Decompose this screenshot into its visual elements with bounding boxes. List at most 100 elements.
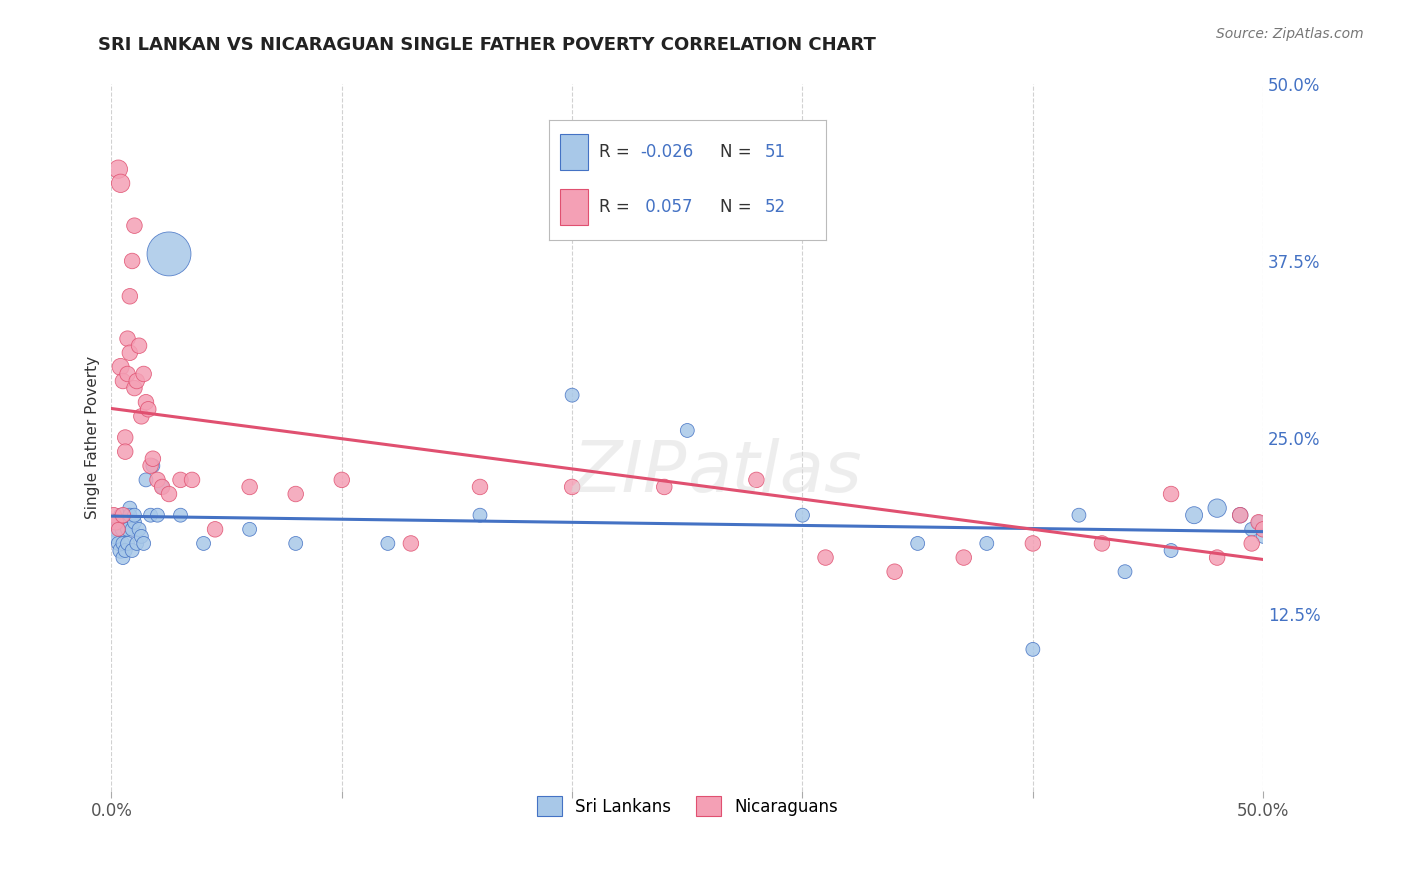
Point xyxy=(561,480,583,494)
Point xyxy=(169,473,191,487)
Point xyxy=(1182,508,1205,523)
Point xyxy=(157,247,180,261)
Point xyxy=(561,388,583,402)
Point xyxy=(107,522,129,536)
Point xyxy=(1160,487,1182,501)
Point xyxy=(103,515,125,529)
Legend: Sri Lankans, Nicaraguans: Sri Lankans, Nicaraguans xyxy=(529,788,846,824)
Point xyxy=(1022,536,1045,550)
Point xyxy=(1206,501,1229,516)
Point xyxy=(1114,565,1136,579)
Point xyxy=(139,508,162,523)
Point xyxy=(1264,536,1286,550)
Point xyxy=(399,536,422,550)
Point xyxy=(284,487,307,501)
Point xyxy=(111,508,134,523)
Point xyxy=(124,515,146,529)
Point xyxy=(118,345,141,359)
Y-axis label: Single Father Poverty: Single Father Poverty xyxy=(86,356,100,519)
Point xyxy=(124,508,146,523)
Point xyxy=(110,359,132,374)
Point xyxy=(157,487,180,501)
Point xyxy=(1229,508,1251,523)
Text: Source: ZipAtlas.com: Source: ZipAtlas.com xyxy=(1216,27,1364,41)
Point xyxy=(111,374,134,388)
Point xyxy=(330,473,353,487)
Point xyxy=(1240,536,1263,550)
Point xyxy=(468,508,491,523)
Point xyxy=(792,508,814,523)
Point xyxy=(1206,550,1229,565)
Point xyxy=(284,536,307,550)
Point xyxy=(111,550,134,565)
Point xyxy=(125,536,148,550)
Point xyxy=(125,374,148,388)
Point xyxy=(907,536,929,550)
Point xyxy=(103,508,125,523)
Point xyxy=(118,289,141,303)
Text: ZIP: ZIP xyxy=(572,438,688,508)
Point xyxy=(139,458,162,473)
Point xyxy=(110,176,132,190)
Point xyxy=(110,543,132,558)
Point xyxy=(676,424,699,438)
Point xyxy=(110,508,132,523)
Point xyxy=(377,536,399,550)
Point xyxy=(114,430,136,444)
Point xyxy=(1229,508,1251,523)
Point xyxy=(118,501,141,516)
Point xyxy=(1251,522,1274,536)
Point xyxy=(111,522,134,536)
Point xyxy=(131,529,153,543)
Point xyxy=(652,480,675,494)
Point xyxy=(193,536,215,550)
Point xyxy=(105,529,128,543)
Point xyxy=(121,522,143,536)
Point xyxy=(204,522,226,536)
Point xyxy=(1275,543,1298,558)
Point xyxy=(105,522,128,536)
Point xyxy=(883,565,905,579)
Point xyxy=(121,254,143,268)
Point xyxy=(745,473,768,487)
Text: SRI LANKAN VS NICARAGUAN SINGLE FATHER POVERTY CORRELATION CHART: SRI LANKAN VS NICARAGUAN SINGLE FATHER P… xyxy=(98,36,876,54)
Point xyxy=(124,381,146,395)
Point xyxy=(124,219,146,233)
Point xyxy=(114,444,136,458)
Point xyxy=(118,508,141,523)
Point xyxy=(1247,515,1270,529)
Point xyxy=(107,162,129,177)
Point xyxy=(142,458,165,473)
Point xyxy=(952,550,974,565)
Point xyxy=(131,409,153,424)
Text: atlas: atlas xyxy=(688,438,862,508)
Point xyxy=(181,473,204,487)
Point xyxy=(121,543,143,558)
Point xyxy=(1240,522,1263,536)
Point xyxy=(1022,642,1045,657)
Point xyxy=(128,339,150,353)
Point xyxy=(132,367,155,381)
Point xyxy=(135,473,157,487)
Point xyxy=(107,536,129,550)
Point xyxy=(814,550,837,565)
Point xyxy=(146,508,169,523)
Point xyxy=(1067,508,1090,523)
Point xyxy=(117,367,139,381)
Point xyxy=(976,536,998,550)
Point xyxy=(146,473,169,487)
Point xyxy=(117,332,139,346)
Point xyxy=(150,480,173,494)
Point xyxy=(105,515,128,529)
Point xyxy=(1247,515,1270,529)
Point xyxy=(111,536,134,550)
Point xyxy=(132,536,155,550)
Point xyxy=(239,522,262,536)
Point xyxy=(114,543,136,558)
Point xyxy=(135,395,157,409)
Point xyxy=(468,480,491,494)
Point xyxy=(114,515,136,529)
Point xyxy=(1091,536,1114,550)
Point xyxy=(117,522,139,536)
Point xyxy=(136,402,159,417)
